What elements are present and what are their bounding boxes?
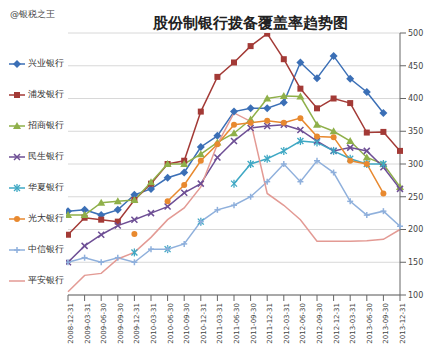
svg-text:2009-12-31: 2009-12-31 — [133, 303, 141, 344]
svg-text:200: 200 — [408, 225, 423, 234]
svg-text:2011-09-30: 2011-09-30 — [250, 303, 258, 344]
html-text:股份制银行拨备覆盖率趋势图: 股份制银行拨备覆盖率趋势图 — [152, 14, 348, 32]
svg-text:350: 350 — [408, 127, 423, 136]
html-text:@银税之王: @银税之王 — [10, 9, 55, 19]
svg-text:2012-03-31: 2012-03-31 — [283, 303, 291, 344]
svg-text:2013-09-30: 2013-09-30 — [382, 303, 390, 344]
svg-text:2013-12-31: 2013-12-31 — [399, 303, 407, 344]
html-text:中信银行: 中信银行 — [28, 243, 64, 254]
svg-text:2012-06-30: 2012-06-30 — [299, 303, 307, 344]
html-text:平安银行: 平安银行 — [28, 274, 64, 285]
svg-text:500: 500 — [408, 29, 423, 38]
svg-text:2013-03-31: 2013-03-31 — [349, 303, 357, 344]
html-text:民生银行: 民生银行 — [28, 150, 64, 161]
svg-text:2010-09-30: 2010-09-30 — [183, 303, 191, 344]
svg-text:250: 250 — [408, 193, 423, 202]
svg-text:2013-06-30: 2013-06-30 — [366, 303, 374, 344]
svg-text:2012-09-30: 2012-09-30 — [316, 303, 324, 344]
svg-text:150: 150 — [408, 258, 423, 267]
svg-text:2010-06-30: 2010-06-30 — [167, 303, 175, 344]
svg-text:2011-12-31: 2011-12-31 — [266, 303, 274, 344]
svg-text:100: 100 — [408, 291, 423, 300]
html-text:浦发银行: 浦发银行 — [28, 88, 64, 99]
svg-text:2010-12-31: 2010-12-31 — [200, 303, 208, 344]
svg-text:2010-03-31: 2010-03-31 — [150, 303, 158, 344]
svg-text:450: 450 — [408, 62, 423, 71]
svg-text:2009-06-30: 2009-06-30 — [100, 303, 108, 344]
html-text:兴业银行: 兴业银行 — [28, 57, 64, 68]
svg-text:2011-06-30: 2011-06-30 — [233, 303, 241, 344]
svg-text:400: 400 — [408, 94, 423, 103]
svg-text:2008-12-31: 2008-12-31 — [67, 303, 75, 344]
html-text:招商银行: 招商银行 — [28, 119, 64, 130]
svg-text:2009-03-31: 2009-03-31 — [84, 303, 92, 344]
svg-text:2012-12-31: 2012-12-31 — [333, 303, 341, 344]
html-text:光大银行: 光大银行 — [28, 212, 64, 223]
svg-text:300: 300 — [408, 160, 423, 169]
svg-text:2011-03-31: 2011-03-31 — [216, 303, 224, 344]
html-text:华夏银行: 华夏银行 — [28, 181, 64, 192]
svg-text:2009-09-30: 2009-09-30 — [117, 303, 125, 344]
